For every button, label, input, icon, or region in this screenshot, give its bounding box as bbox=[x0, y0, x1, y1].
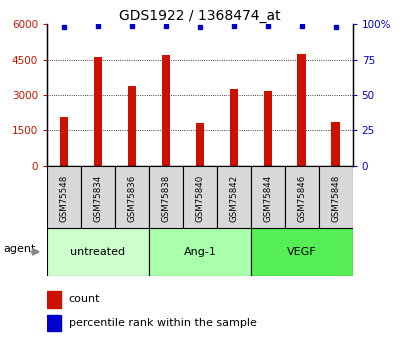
Text: GSM75848: GSM75848 bbox=[330, 175, 339, 222]
Bar bbox=[284, 166, 318, 228]
Bar bbox=[229, 89, 238, 166]
Bar bbox=[250, 228, 352, 276]
Bar bbox=[330, 121, 339, 166]
Bar bbox=[297, 54, 305, 166]
Text: Ang-1: Ang-1 bbox=[183, 247, 216, 257]
Text: GSM75846: GSM75846 bbox=[297, 175, 306, 222]
Text: GSM75844: GSM75844 bbox=[263, 175, 272, 222]
Bar bbox=[94, 57, 102, 166]
Text: GSM75836: GSM75836 bbox=[127, 175, 136, 222]
Text: agent: agent bbox=[4, 245, 36, 254]
Bar bbox=[318, 166, 352, 228]
Bar bbox=[81, 166, 115, 228]
Bar bbox=[47, 228, 148, 276]
Text: GSM75840: GSM75840 bbox=[195, 175, 204, 222]
Text: untreated: untreated bbox=[70, 247, 125, 257]
Title: GDS1922 / 1368474_at: GDS1922 / 1368474_at bbox=[119, 9, 280, 23]
Text: GSM75834: GSM75834 bbox=[93, 175, 102, 222]
Bar bbox=[148, 166, 182, 228]
Bar bbox=[128, 86, 136, 166]
Bar bbox=[115, 166, 148, 228]
Bar bbox=[182, 166, 216, 228]
Bar bbox=[148, 228, 250, 276]
Text: GSM75548: GSM75548 bbox=[59, 175, 68, 222]
Text: VEGF: VEGF bbox=[286, 247, 316, 257]
Text: count: count bbox=[68, 294, 100, 304]
Bar bbox=[47, 315, 61, 331]
Text: GSM75838: GSM75838 bbox=[161, 175, 170, 222]
Bar bbox=[47, 166, 81, 228]
Bar bbox=[60, 117, 68, 166]
Bar bbox=[250, 166, 284, 228]
Bar bbox=[161, 55, 170, 166]
Bar bbox=[216, 166, 250, 228]
Text: percentile rank within the sample: percentile rank within the sample bbox=[68, 318, 256, 328]
Bar bbox=[263, 91, 271, 166]
Bar bbox=[47, 291, 61, 307]
Text: GSM75842: GSM75842 bbox=[229, 175, 238, 222]
Bar bbox=[195, 123, 204, 166]
